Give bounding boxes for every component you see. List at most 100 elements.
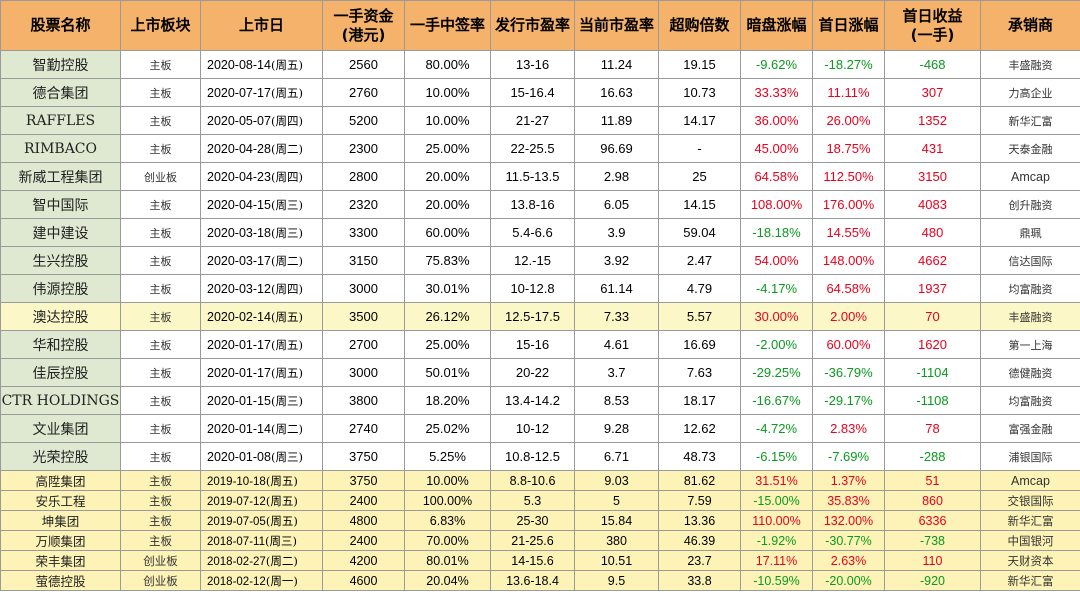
current-pe-cell: 9.03 [574, 470, 659, 491]
first-day-profit-cell: 3150 [884, 162, 981, 191]
oversubscription-cell: 25 [658, 162, 741, 191]
table-row: CTR HOLDINGS 主板 2020-01-15(周三) 3800 18.20% 13… [0, 386, 1080, 415]
first-day-profit-cell: 307 [884, 78, 981, 107]
stock-name-cell: 澳达控股 [0, 302, 121, 331]
underwriter-cell: 浦银国际 [980, 442, 1080, 471]
underwriter-cell: 新华汇富 [980, 570, 1080, 591]
grey-market-cell: 36.00% [740, 106, 813, 135]
table-row: 萤德控股 创业板 2018-02-12(周一) 4600 20.04% 13.6-18.4… [0, 570, 1080, 591]
oversubscription-cell: - [658, 134, 741, 163]
board-cell: 主板 [120, 330, 201, 359]
listing-date-cell: 2020-03-17(周二) [200, 246, 323, 275]
grey-market-cell: -6.15% [740, 442, 813, 471]
lot-cost-cell: 4600 [322, 570, 405, 591]
listing-weekday: (周四) [270, 113, 303, 128]
stock-name-cell: CTR HOLDINGS [0, 386, 121, 415]
current-pe-cell: 2.98 [574, 162, 659, 191]
table-row: 智中国际 主板 2020-04-15(周三) 2320 20.00% 13.8-16 6.0… [0, 190, 1080, 219]
header-listing-date: 上市日 [200, 0, 323, 51]
listing-date: 2020-07-17 [207, 85, 271, 100]
win-rate-cell: 20.00% [404, 162, 491, 191]
oversubscription-cell: 46.39 [658, 530, 741, 551]
underwriter-cell: 新华汇富 [980, 510, 1080, 531]
first-day-cell: 18.75% [812, 134, 885, 163]
listing-date-cell: 2020-04-15(周三) [200, 190, 323, 219]
ipo-pe-cell: 5.4-6.6 [490, 218, 575, 247]
current-pe-cell: 6.05 [574, 190, 659, 219]
win-rate-cell: 80.01% [404, 550, 491, 571]
listing-date-cell: 2019-07-05(周五) [200, 510, 323, 531]
oversubscription-cell: 59.04 [658, 218, 741, 247]
listing-date-cell: 2020-03-18(周三) [200, 218, 323, 247]
table-row: 建中建设 主板 2020-03-18(周三) 3300 60.00% 5.4-6.6 3.9… [0, 218, 1080, 247]
current-pe-cell: 16.63 [574, 78, 659, 107]
underwriter-cell: 中国银河 [980, 530, 1080, 551]
table-row: 文业集团 主板 2020-01-14(周二) 2740 25.02% 10-12 9.28 1… [0, 414, 1080, 443]
lot-cost-cell: 2560 [322, 50, 405, 79]
listing-date: 2020-01-14 [207, 421, 271, 436]
listing-date: 2020-03-17 [207, 253, 271, 268]
oversubscription-cell: 33.8 [658, 570, 741, 591]
first-day-cell: -20.00% [812, 570, 885, 591]
first-day-profit-cell: 110 [884, 550, 981, 571]
board-cell: 主板 [120, 490, 201, 511]
first-day-cell: 60.00% [812, 330, 885, 359]
win-rate-cell: 50.01% [404, 358, 491, 387]
header-current-pe: 当前市盈率 [574, 0, 659, 51]
current-pe-cell: 6.71 [574, 442, 659, 471]
underwriter-cell: 丰盛融资 [980, 302, 1080, 331]
ipo-pe-cell: 10-12.8 [490, 274, 575, 303]
first-day-cell: -29.17% [812, 386, 885, 415]
stock-name-cell: 智勤控股 [0, 50, 121, 79]
header-oversubscription: 超购倍数 [658, 0, 741, 51]
grey-market-cell: -1.92% [740, 530, 813, 551]
first-day-cell: 35.83% [812, 490, 885, 511]
listing-date-cell: 2018-02-12(周一) [200, 570, 323, 591]
first-day-profit-cell: 4662 [884, 246, 981, 275]
first-day-profit-cell: -920 [884, 570, 981, 591]
win-rate-cell: 10.00% [404, 106, 491, 135]
underwriter-cell: 均富融资 [980, 386, 1080, 415]
grey-market-cell: -15.00% [740, 490, 813, 511]
current-pe-cell: 3.9 [574, 218, 659, 247]
table-row: 德合集团 主板 2020-07-17(周五) 2760 10.00% 15-16.4 16.… [0, 78, 1080, 107]
current-pe-cell: 3.92 [574, 246, 659, 275]
grey-market-cell: 30.00% [740, 302, 813, 331]
stock-name-cell: 高陞集团 [0, 470, 121, 491]
board-cell: 主板 [120, 414, 201, 443]
board-cell: 创业板 [120, 570, 201, 591]
listing-date: 2018-02-12 [207, 575, 266, 588]
win-rate-cell: 25.00% [404, 330, 491, 359]
oversubscription-cell: 18.17 [658, 386, 741, 415]
grey-market-cell: 108.00% [740, 190, 813, 219]
board-cell: 主板 [120, 274, 201, 303]
table-row: RAFFLES 主板 2020-05-07(周四) 5200 10.00% 21-27 11… [0, 106, 1080, 135]
oversubscription-cell: 19.15 [658, 50, 741, 79]
lot-cost-cell: 5200 [322, 106, 405, 135]
listing-date-cell: 2020-01-15(周三) [200, 386, 323, 415]
lot-cost-cell: 2320 [322, 190, 405, 219]
stock-name-cell: 荣丰集团 [0, 550, 121, 571]
lot-cost-cell: 2700 [322, 330, 405, 359]
win-rate-cell: 25.00% [404, 134, 491, 163]
win-rate-cell: 5.25% [404, 442, 491, 471]
oversubscription-cell: 5.57 [658, 302, 741, 331]
listing-date-cell: 2020-01-14(周二) [200, 414, 323, 443]
oversubscription-cell: 14.17 [658, 106, 741, 135]
ipo-pe-cell: 13-16 [490, 50, 575, 79]
ipo-pe-cell: 25-30 [490, 510, 575, 531]
first-day-cell: 2.00% [812, 302, 885, 331]
board-cell: 创业板 [120, 550, 201, 571]
stock-name-cell: 萤德控股 [0, 570, 121, 591]
underwriter-cell: 丰盛融资 [980, 50, 1080, 79]
first-day-profit-cell: 431 [884, 134, 981, 163]
listing-date: 2020-01-17 [207, 365, 271, 380]
first-day-profit-cell: 4083 [884, 190, 981, 219]
board-cell: 主板 [120, 358, 201, 387]
underwriter-cell: 第一上海 [980, 330, 1080, 359]
ipo-pe-cell: 8.8-10.6 [490, 470, 575, 491]
win-rate-cell: 25.02% [404, 414, 491, 443]
first-day-profit-cell: 51 [884, 470, 981, 491]
stock-name-cell: 文业集团 [0, 414, 121, 443]
listing-date: 2018-02-27 [207, 555, 266, 568]
